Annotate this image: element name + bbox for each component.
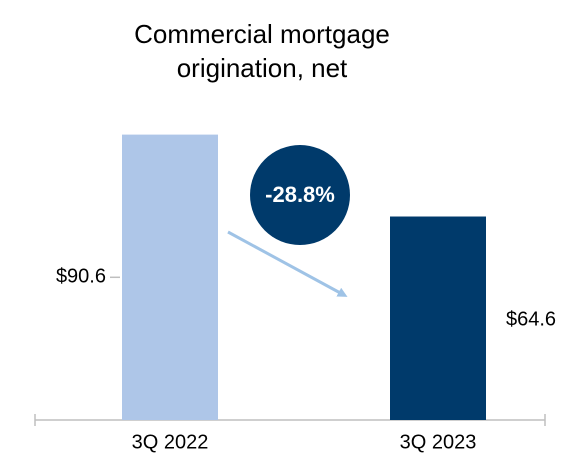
change-badge	[250, 145, 350, 245]
x-tick-label: 3Q 2022	[132, 431, 209, 453]
change-label: -28.8%	[265, 182, 335, 207]
x-tick-label: 3Q 2023	[400, 431, 477, 453]
chart-title: Commercial mortgage	[134, 19, 390, 49]
value-label: $90.6	[56, 266, 106, 288]
bar	[122, 134, 218, 421]
chart-title: origination, net	[177, 53, 348, 83]
value-label: $64.6	[506, 309, 556, 331]
change-arrow	[227, 230, 348, 297]
bar	[390, 216, 486, 420]
